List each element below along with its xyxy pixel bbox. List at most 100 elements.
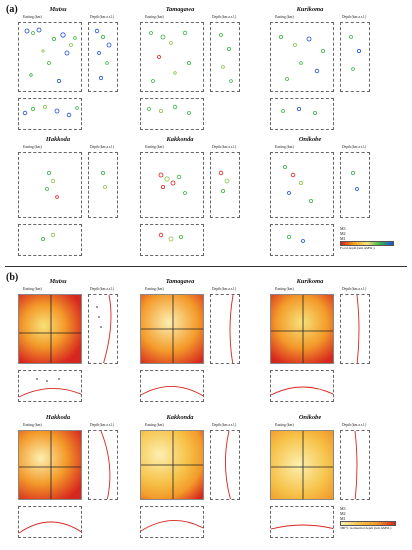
site-title: Kakkonda: [166, 414, 194, 421]
depth-label: Depth (km a.s.l.): [90, 287, 115, 291]
depth-profile-ew: [270, 98, 334, 130]
map-plot: [140, 22, 204, 92]
depth-label: Depth (km a.s.l.): [342, 15, 367, 19]
legend-mag-m1: M1: [340, 236, 346, 241]
easting-label: Easting (km): [145, 423, 164, 427]
map-plot: [18, 152, 82, 218]
site-title: Mutsu: [49, 278, 67, 285]
map-plot: [18, 22, 82, 92]
isotherm-profile-ew: [18, 370, 82, 402]
easting-label: Easting (km): [275, 15, 294, 19]
depth-profile-ns: [340, 22, 370, 92]
isotherm-profile-ew: [18, 506, 82, 538]
map-plot: [140, 152, 204, 218]
colorbar-focal-depth: [340, 241, 394, 246]
site-title: Onikobe: [298, 414, 322, 421]
easting-label: Easting (km): [145, 287, 164, 291]
depth-profile-ns: [210, 22, 240, 92]
temperature-map: [18, 430, 82, 500]
map-plot: [270, 152, 334, 218]
depth-label: Depth (km a.s.l.): [212, 15, 237, 19]
isotherm-profile-ew: [270, 506, 334, 538]
depth-profile-ns: [88, 22, 118, 92]
depth-label: Depth (km a.s.l.): [90, 145, 115, 149]
easting-label: Easting (km): [145, 15, 164, 19]
panel-label-a: (a): [6, 4, 18, 15]
depth-profile-ew: [140, 98, 204, 130]
panel-label-b: (b): [6, 272, 19, 283]
depth-profile-ew: [18, 98, 82, 130]
easting-label: Easting (km): [275, 423, 294, 427]
a-hakkoda-group: Hakkoda Easting (km) Depth (km a.s.l.): [18, 136, 138, 264]
depth-label: Depth (km a.s.l.): [342, 145, 367, 149]
isotherm-profile-ew: [270, 370, 334, 402]
depth-label: Depth (km a.s.l.): [90, 423, 115, 427]
map-plot: [270, 22, 334, 92]
easting-label: Easting (km): [23, 15, 42, 19]
depth-label: Depth (km a.s.l.): [342, 287, 367, 291]
depth-label: Depth (km a.s.l.): [212, 287, 237, 291]
temperature-map: [270, 294, 334, 364]
a-onikobe-group: Onikobe Easting (km) Depth (km a.s.l.) M…: [270, 136, 400, 264]
a-mutsu-group: Mutsu Easting (km) Depth (km a.s.l.): [18, 6, 138, 136]
legend-mag-m3: M3: [340, 226, 346, 231]
isotherm-profile-ew: [140, 370, 204, 402]
a-tamagawa-group: Tamagawa Easting (km) Depth (km a.s.l.): [140, 6, 260, 136]
isotherm-profile-ns: [210, 294, 240, 364]
a-kakkonda-group: Kakkonda Easting (km) Depth (km a.s.l.): [140, 136, 260, 264]
isotherm-profile-ns: [88, 430, 118, 500]
site-title: Onikobe: [298, 136, 322, 143]
easting-label: Easting (km): [145, 145, 164, 149]
site-title: Hakkoda: [45, 136, 71, 143]
colorbar-isotherm: [340, 521, 396, 526]
site-title: Kurikoma: [296, 278, 324, 285]
a-kurikoma-group: Kurikoma Easting (km) Depth (km a.s.l.): [270, 6, 400, 136]
temperature-map: [140, 294, 204, 364]
b-kakkonda-group: Kakkonda Easting (km) Depth (km a.s.l.): [140, 414, 260, 546]
site-title: Kakkonda: [166, 136, 194, 143]
site-title: Tamagawa: [165, 6, 195, 13]
easting-label: Easting (km): [275, 287, 294, 291]
legend-mag-m2: M2: [340, 511, 346, 516]
temperature-map: [270, 430, 334, 500]
easting-label: Easting (km): [23, 287, 42, 291]
depth-profile-ns: [210, 152, 240, 218]
legend-mag-m2: M2: [340, 231, 346, 236]
colorbar-label: Focal depth (km AMSL): [340, 246, 375, 250]
legend-mag-m1: M1: [340, 516, 346, 521]
site-title: Kurikoma: [296, 6, 324, 13]
isotherm-profile-ns: [340, 430, 370, 500]
isotherm-profile-ns: [340, 294, 370, 364]
b-hakkoda-group: Hakkoda Easting (km) Depth (km a.s.l.): [18, 414, 138, 546]
depth-label: Depth (km a.s.l.): [342, 423, 367, 427]
b-kurikoma-group: Kurikoma Easting (km) Depth (km a.s.l.): [270, 278, 400, 410]
panel-divider: [5, 266, 407, 267]
temperature-map: [18, 294, 82, 364]
depth-profile-ew: [140, 224, 204, 256]
legend-mag-m3: M3: [340, 506, 346, 511]
depth-profile-ew: [18, 224, 82, 256]
b-mutsu-group: Mutsu Easting (km) Depth (km a.s.l.): [18, 278, 138, 410]
legend-a: M3 M2 M1 Focal depth (km AMSL): [340, 226, 396, 262]
depth-label: Depth (km a.s.l.): [212, 423, 237, 427]
site-title: Hakkoda: [45, 414, 71, 421]
colorbar-label: 380°C isothermal depth (km AMSL): [340, 526, 392, 530]
site-title: Tamagawa: [165, 278, 195, 285]
b-tamagawa-group: Tamagawa Easting (km) Depth (km a.s.l.): [140, 278, 260, 410]
isotherm-profile-ew: [140, 506, 204, 538]
temperature-map: [140, 430, 204, 500]
site-title: Mutsu: [49, 6, 67, 13]
isotherm-profile-ns: [210, 430, 240, 500]
legend-b: M3 M2 M1 380°C isothermal depth (km AMSL…: [340, 506, 398, 542]
depth-profile-ns: [340, 152, 370, 218]
isotherm-profile-ns: [88, 294, 118, 364]
easting-label: Easting (km): [23, 423, 42, 427]
depth-profile-ns: [88, 152, 118, 218]
depth-label: Depth (km a.s.l.): [90, 15, 115, 19]
depth-label: Depth (km a.s.l.): [212, 145, 237, 149]
easting-label: Easting (km): [275, 145, 294, 149]
hypocenter-scatter: [24, 27, 77, 84]
depth-profile-ew: [270, 224, 334, 256]
b-onikobe-group: Onikobe Easting (km) Depth (km a.s.l.) M…: [270, 414, 400, 546]
easting-label: Easting (km): [23, 145, 42, 149]
